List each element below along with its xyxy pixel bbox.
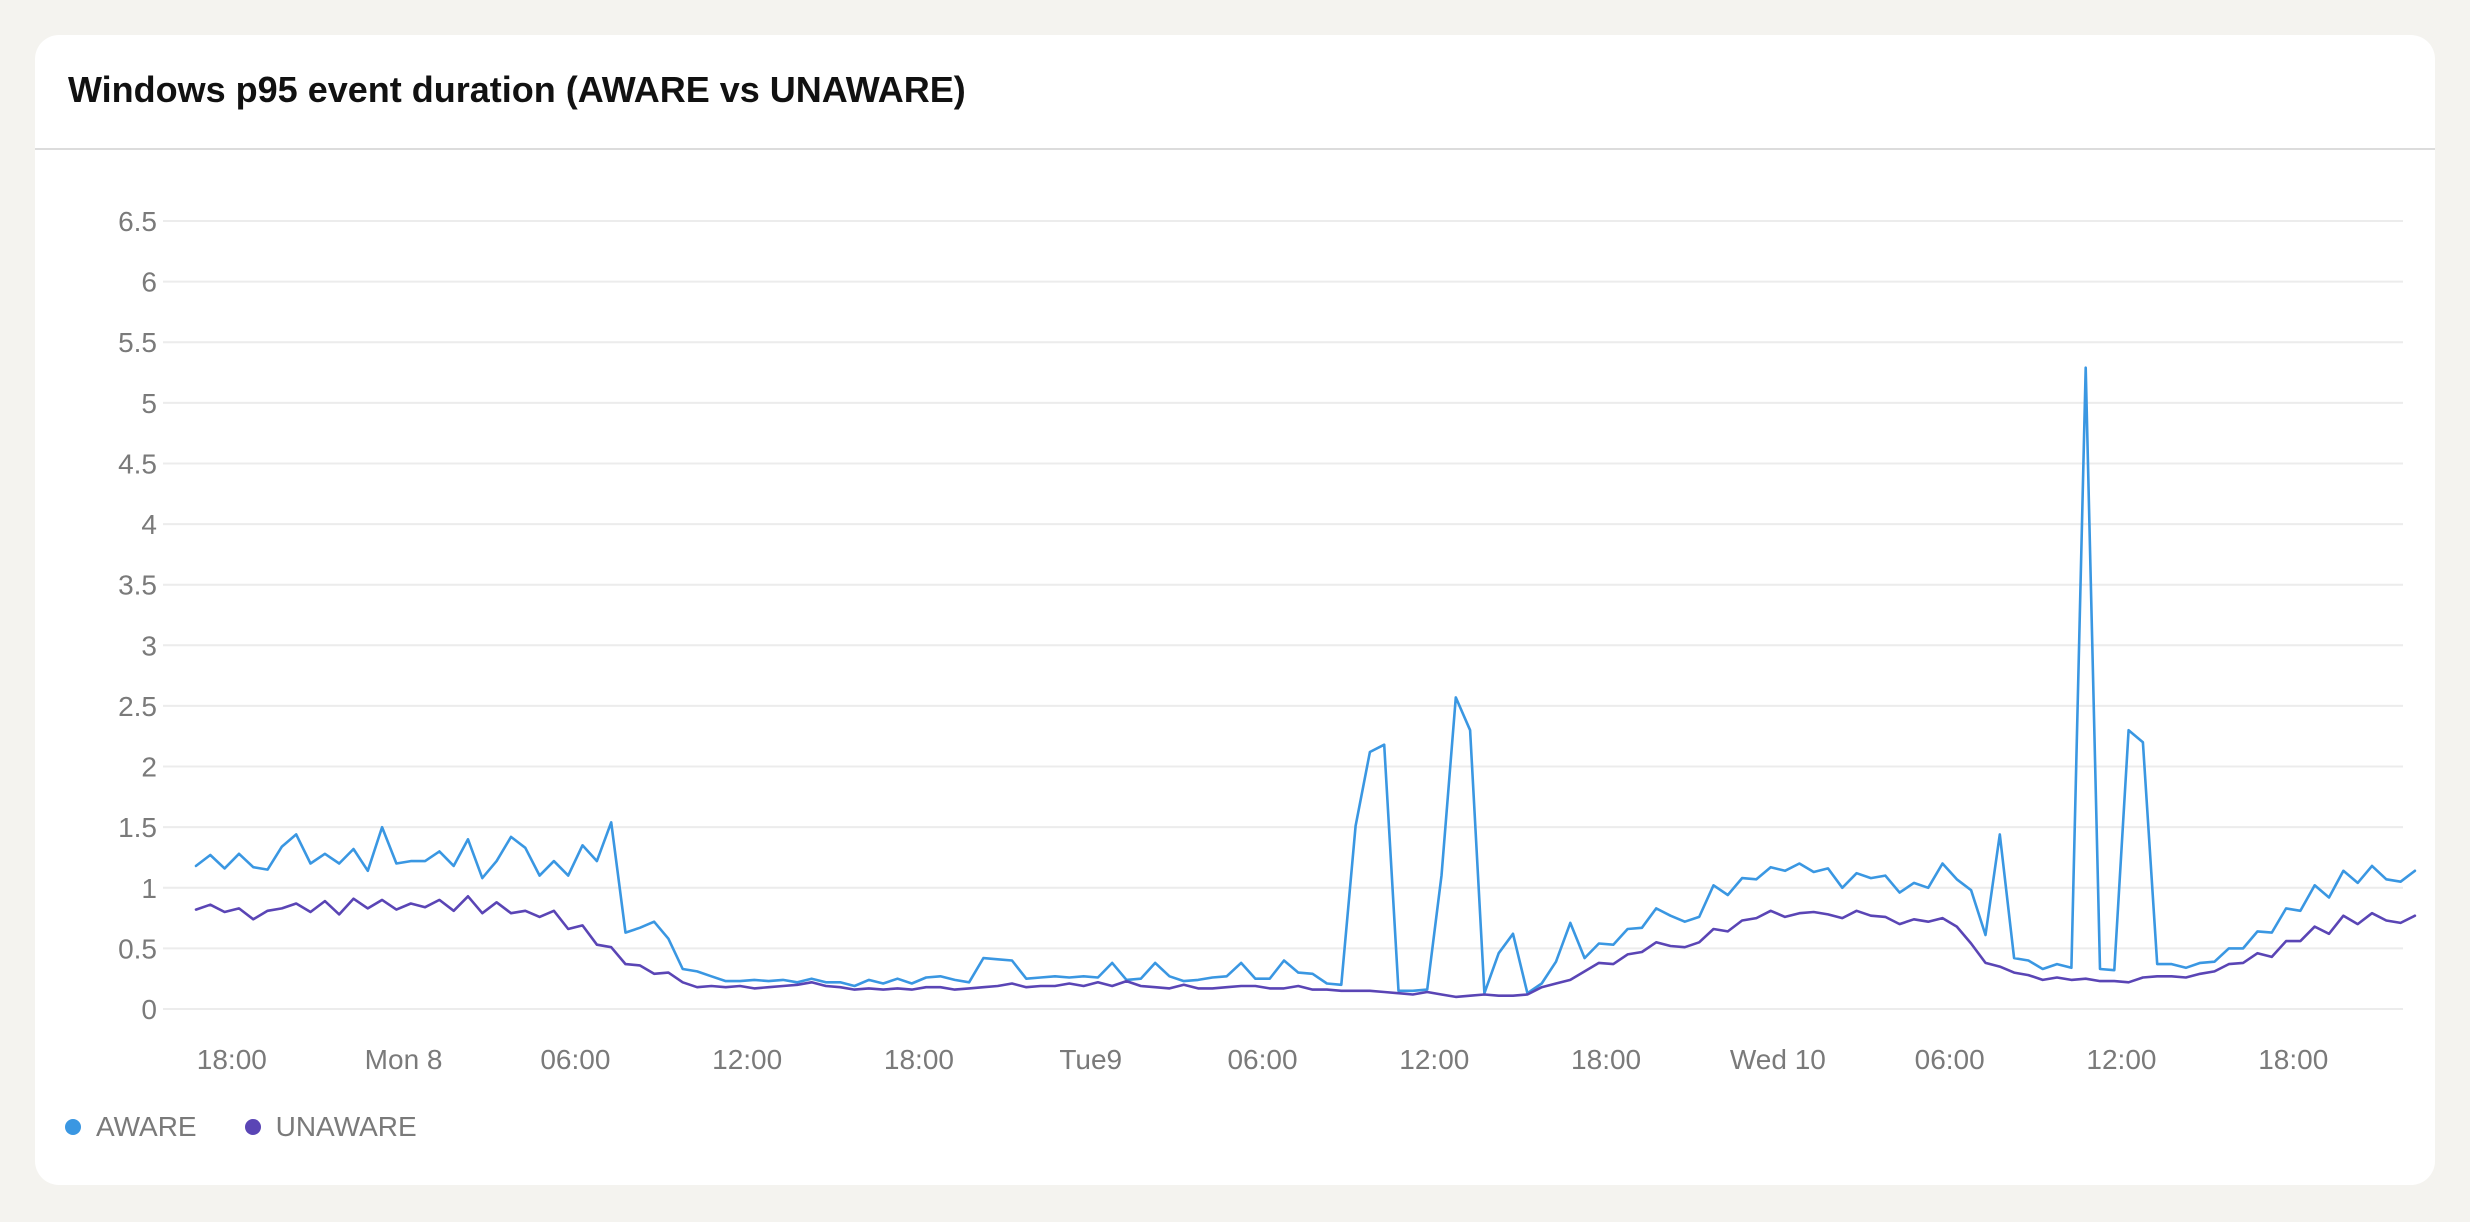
y-tick-label: 6 <box>141 267 157 298</box>
legend-item-unaware[interactable]: UNAWARE <box>244 1111 417 1143</box>
chart-card: Windows p95 event duration (AWARE vs UNA… <box>35 35 2435 1185</box>
x-tick-label: 18:00 <box>1571 1044 1641 1075</box>
y-tick-label: 5 <box>141 388 157 419</box>
y-tick-label: 4.5 <box>118 448 157 479</box>
y-axis-ticks: 0 0.5 1 1.5 2 2.5 3 3.5 4 4.5 5 5.5 6 6.5 <box>118 206 157 1025</box>
legend-item-aware[interactable]: AWARE <box>65 1111 197 1143</box>
series-line-aware[interactable] <box>194 366 2417 995</box>
legend-dot-unaware <box>244 1119 261 1135</box>
x-tick-label: 06:00 <box>540 1044 610 1075</box>
y-tick-label: 2 <box>141 752 157 783</box>
x-tick-label: 18:00 <box>197 1044 267 1075</box>
y-tick-label: 5.5 <box>118 327 157 358</box>
card-header: Windows p95 event duration (AWARE vs UNA… <box>35 35 2435 150</box>
x-tick-label: 12:00 <box>1399 1044 1469 1075</box>
y-tick-label: 6.5 <box>118 206 157 237</box>
legend-label-aware: AWARE <box>96 1111 197 1142</box>
x-tick-label: Mon 8 <box>365 1044 443 1075</box>
x-tick-label: 18:00 <box>884 1044 954 1075</box>
x-axis-ticks: 18:00 Mon 8 06:00 12:00 18:00 Tue9 06:00 12:00 1… <box>197 1044 2329 1075</box>
y-tick-label: 1.5 <box>118 812 157 843</box>
grid-lines <box>163 220 2403 1010</box>
y-tick-label: 0.5 <box>118 933 157 964</box>
y-tick-label: 1 <box>141 873 157 904</box>
x-tick-label: 06:00 <box>1227 1044 1297 1075</box>
x-tick-label: 18:00 <box>2258 1044 2328 1075</box>
legend-dot-aware <box>65 1119 81 1135</box>
x-tick-label: Wed 10 <box>1730 1044 1826 1075</box>
y-tick-label: 4 <box>141 509 157 540</box>
legend: AWARE UNAWARE <box>65 1107 465 1147</box>
x-tick-label: 06:00 <box>1915 1044 1985 1075</box>
chart-title: Windows p95 event duration (AWARE vs UNA… <box>68 69 966 110</box>
y-tick-label: 3.5 <box>118 570 157 601</box>
series-lines <box>194 366 2417 999</box>
line-chart: 0 0.5 1 1.5 2 2.5 3 3.5 4 4.5 5 5.5 6 6.5 18:00 Mon 8 0… <box>118 206 2417 1075</box>
x-tick-label: 12:00 <box>2086 1044 2156 1075</box>
x-tick-label: Tue9 <box>1059 1044 1122 1075</box>
y-tick-label: 2.5 <box>118 691 157 722</box>
series-line-unaware[interactable] <box>194 894 2417 999</box>
y-tick-label: 3 <box>141 630 157 661</box>
y-tick-label: 0 <box>141 994 157 1025</box>
legend-label-unaware: UNAWARE <box>275 1111 417 1142</box>
x-tick-label: 12:00 <box>712 1044 782 1075</box>
